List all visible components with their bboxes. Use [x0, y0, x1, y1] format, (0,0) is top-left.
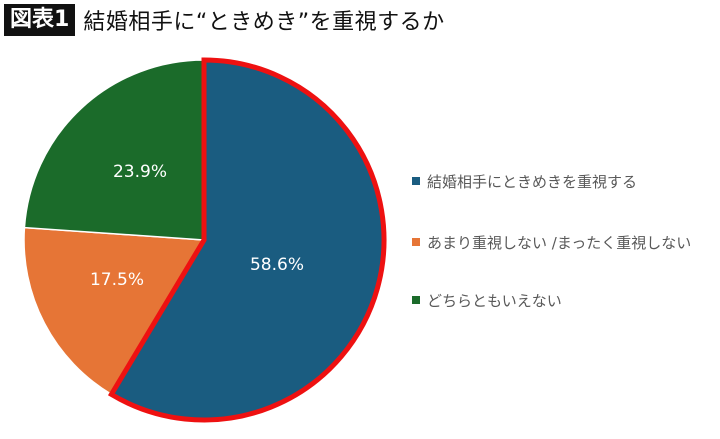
legend-swatch	[412, 238, 420, 246]
legend-item-not-emphasize: あまり重視しない /まったく重視しない	[412, 231, 691, 253]
legend-label: あまり重視しない /まったく重視しない	[427, 233, 692, 252]
highlight-outline	[107, 57, 387, 423]
figure-badge: 図表1	[4, 4, 76, 36]
pie-slice	[23, 226, 206, 396]
chart-header: 図表1 結婚相手に“ときめき”を重視するか	[0, 0, 445, 40]
legend-swatch	[412, 296, 420, 304]
slice-value-label: 23.9%	[113, 162, 167, 182]
legend-label: 結婚相手にときめきを重視する	[427, 172, 638, 191]
pie-labels: 58.6% 17.5% 23.9%	[90, 162, 304, 290]
legend-label: どちらともいえない	[427, 291, 562, 310]
pie-slice	[23, 59, 205, 241]
slice-value-label: 58.6%	[250, 255, 304, 275]
legend-item-emphasize: 結婚相手にときめきを重視する	[412, 170, 637, 192]
legend-item-neutral: どちらともいえない	[412, 289, 562, 311]
slice-value-label: 17.5%	[90, 270, 144, 290]
legend-swatch	[412, 177, 420, 185]
chart-title: 結婚相手に“ときめき”を重視するか	[83, 10, 445, 35]
pie-slices	[23, 57, 387, 423]
